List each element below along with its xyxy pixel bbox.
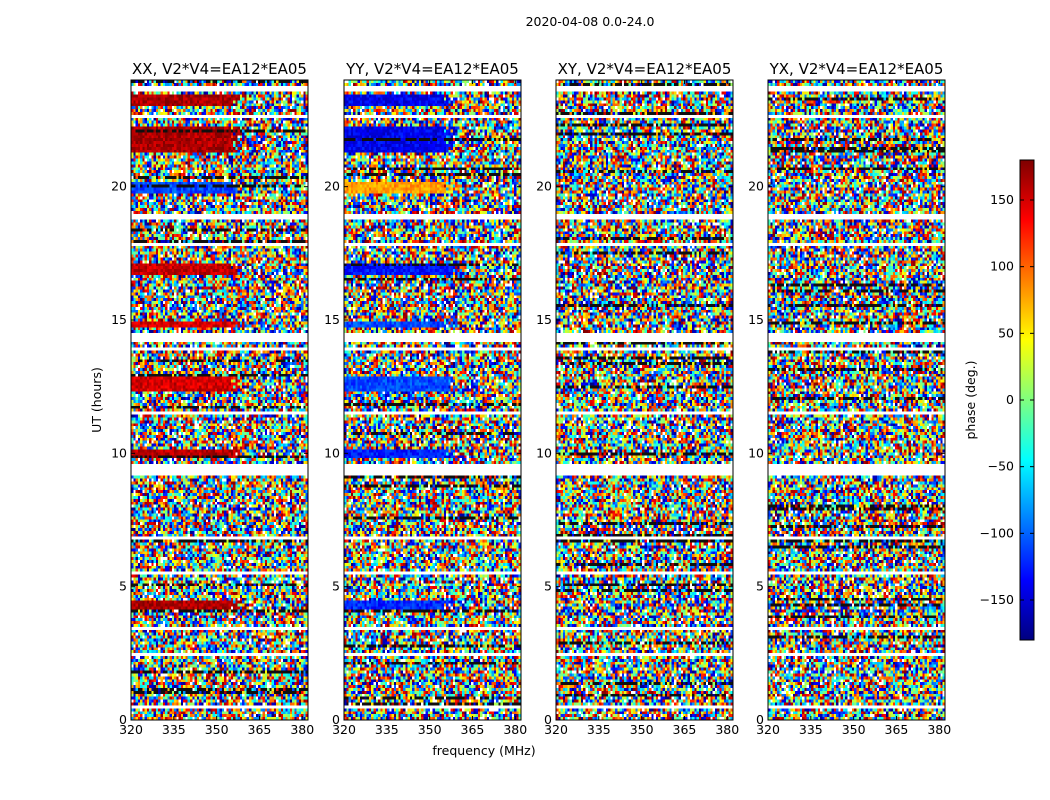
panel-yx: YX, V2*V4=EA12*EA05 320 335 350 365 380 0 5 10 15… <box>748 60 951 737</box>
y-tick-label: 10 <box>748 445 764 460</box>
panel-frame <box>767 79 946 721</box>
x-tick-label: 335 <box>162 722 186 737</box>
colorbar-tick-label: 50 <box>998 325 1014 340</box>
y-tick-label: 0 <box>756 712 764 727</box>
colorbar-tick-label: 0 <box>1006 392 1014 407</box>
figure-suptitle: 2020-04-08 0.0-24.0 <box>526 14 655 29</box>
colorbar-tick-label: 150 <box>990 192 1014 207</box>
panel-xx: XX, V2*V4=EA12*EA05 320 335 350 365 380 0 5 10 15… <box>111 60 314 737</box>
x-axis-label: frequency (MHz) <box>432 743 535 758</box>
colorbar-tick-label: −50 <box>988 459 1014 474</box>
y-tick-label: 5 <box>119 579 127 594</box>
x-tick-label: 320 <box>544 722 568 737</box>
y-tick-label: 20 <box>324 179 340 194</box>
y-tick-label: 5 <box>756 579 764 594</box>
x-tick-label: 335 <box>375 722 399 737</box>
x-tick-label: 320 <box>756 722 780 737</box>
x-tick-label: 380 <box>715 722 739 737</box>
colorbar: −150 −100 −50 0 50 100 150 phase (deg.) <box>963 159 1035 641</box>
y-tick-label: 15 <box>536 312 552 327</box>
x-tick-label: 380 <box>927 722 951 737</box>
panel-title: XX, V2*V4=EA12*EA05 <box>132 60 307 78</box>
y-tick-label: 10 <box>536 445 552 460</box>
y-tick-label: 15 <box>748 312 764 327</box>
y-tick-label: 10 <box>111 445 127 460</box>
panel-title: YY, V2*V4=EA12*EA05 <box>345 60 519 78</box>
y-tick-label: 0 <box>544 712 552 727</box>
x-tick-label: 320 <box>332 722 356 737</box>
y-axis-label: UT (hours) <box>89 367 104 433</box>
x-tick-label: 320 <box>119 722 143 737</box>
y-tick-label: 5 <box>332 579 340 594</box>
x-tick-label: 335 <box>799 722 823 737</box>
y-tick-label: 5 <box>544 579 552 594</box>
y-tick-label: 15 <box>111 312 127 327</box>
panel-frame <box>130 79 309 721</box>
heatmap-yx <box>768 80 945 720</box>
y-tick-label: 20 <box>111 179 127 194</box>
y-tick-label: 10 <box>324 445 340 460</box>
colorbar-tick-label: −100 <box>980 525 1014 540</box>
colorbar-ticks: −150 −100 −50 0 50 100 150 <box>980 192 1034 607</box>
y-tick-label: 0 <box>332 712 340 727</box>
heatmap-xy <box>556 80 733 720</box>
panel-yy: YY, V2*V4=EA12*EA05 320 335 350 365 380 0 5 10 15… <box>324 60 527 737</box>
panel-xy: XY, V2*V4=EA12*EA05 320 335 350 365 380 0 5 10 15… <box>536 60 739 737</box>
x-tick-label: 365 <box>885 722 909 737</box>
panel-frame <box>343 79 522 721</box>
x-tick-label: 350 <box>418 722 442 737</box>
x-tick-label: 380 <box>290 722 314 737</box>
x-tick-label: 350 <box>630 722 654 737</box>
y-tick-label: 15 <box>324 312 340 327</box>
y-tick-label: 0 <box>119 712 127 727</box>
panel-title: XY, V2*V4=EA12*EA05 <box>558 60 732 78</box>
panels-group: XX, V2*V4=EA12*EA05 320 335 350 365 380 0 5 10 15… <box>111 60 951 737</box>
y-tick-label: 20 <box>748 179 764 194</box>
x-tick-label: 350 <box>842 722 866 737</box>
panel-frame <box>555 79 734 721</box>
x-tick-label: 335 <box>587 722 611 737</box>
panel-title: YX, V2*V4=EA12*EA05 <box>769 60 944 78</box>
x-tick-label: 365 <box>673 722 697 737</box>
x-tick-label: 365 <box>461 722 485 737</box>
y-tick-label: 20 <box>536 179 552 194</box>
colorbar-tick-label: −150 <box>980 592 1014 607</box>
heatmap-xx <box>131 80 308 720</box>
x-tick-label: 350 <box>205 722 229 737</box>
colorbar-tick-label: 100 <box>990 259 1014 274</box>
colorbar-label: phase (deg.) <box>963 361 978 440</box>
x-tick-label: 365 <box>248 722 272 737</box>
x-tick-label: 380 <box>503 722 527 737</box>
heatmap-yy <box>344 80 521 720</box>
